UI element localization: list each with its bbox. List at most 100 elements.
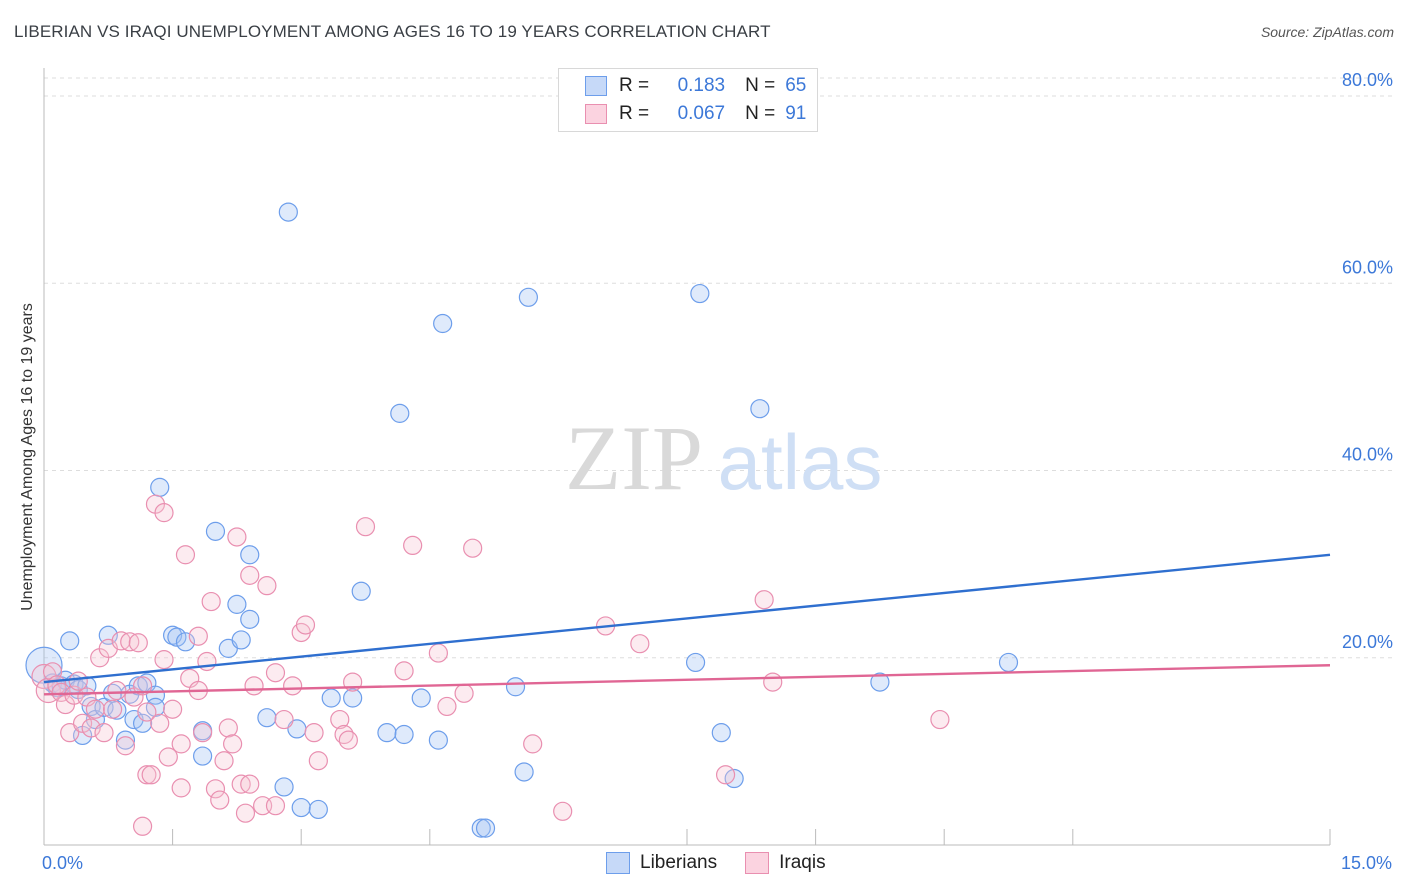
legend-item-iraqis[interactable]: Iraqis (745, 852, 826, 874)
data-point-iraqis (437, 696, 457, 717)
watermark-atlas: atlas (718, 418, 883, 506)
data-point-iraqis (35, 677, 61, 704)
series-legend: Liberians Iraqis (606, 852, 854, 874)
data-point-iraqis (158, 747, 178, 767)
series-liberians (25, 202, 1019, 838)
data-point-iraqis (132, 816, 153, 836)
data-point-iraqis (553, 801, 573, 821)
data-point-iraqis (308, 751, 328, 771)
data-point-iraqis (154, 503, 174, 523)
data-point-liberians (240, 609, 260, 629)
data-point-liberians (257, 708, 277, 728)
data-point-iraqis (201, 591, 221, 612)
data-point-iraqis (283, 676, 303, 696)
data-point-liberians (394, 724, 414, 745)
data-point-liberians (115, 730, 136, 750)
data-point-iraqis (715, 765, 736, 785)
data-point-iraqis (257, 576, 277, 596)
data-point-iraqis (197, 651, 217, 672)
data-point-iraqis (630, 634, 650, 654)
trend-lines (43, 553, 1331, 696)
legend-row-iraqis: R = 0.067 N = 91 (585, 101, 806, 127)
x-tick-label: 0.0% (42, 853, 83, 873)
data-point-iraqis (210, 790, 230, 810)
data-point-iraqis (154, 650, 174, 670)
data-point-iraqis (235, 803, 256, 823)
data-point-iraqis (454, 683, 474, 703)
data-point-iraqis (163, 699, 183, 719)
data-point-liberians (690, 283, 710, 304)
legend-n-label: N = (745, 75, 776, 96)
data-point-iraqis (150, 713, 170, 733)
data-point-iraqis (188, 626, 208, 646)
stats-legend: R = 0.183 N = 65 R = 0.067 N = 91 (558, 68, 818, 132)
data-point-iraqis (763, 672, 783, 692)
data-point-iraqis (930, 709, 950, 730)
data-point-iraqis (394, 661, 414, 681)
data-point-liberians (150, 477, 170, 497)
data-point-iraqis (295, 615, 316, 635)
data-point-liberians (433, 313, 453, 334)
legend-label-liberians: Liberians (640, 852, 718, 873)
data-point-iraqis (137, 702, 157, 722)
y-tick-label: 20.0% (1342, 632, 1393, 652)
data-point-liberians (278, 202, 298, 222)
data-point-iraqis (428, 643, 448, 663)
data-point-liberians (998, 652, 1019, 673)
data-point-liberians (505, 677, 526, 697)
legend-row-liberians: R = 0.183 N = 65 (585, 73, 806, 99)
data-point-iraqis (85, 699, 106, 719)
legend-n-value: 91 (785, 103, 807, 124)
data-point-iraqis (128, 633, 148, 653)
data-point-liberians (343, 688, 363, 708)
data-point-iraqis (137, 765, 157, 785)
data-point-liberians (205, 521, 226, 541)
data-point-iraqis (81, 718, 101, 738)
data-point-iraqis (265, 663, 286, 683)
data-point-liberians (390, 403, 410, 423)
data-point-iraqis (175, 545, 196, 565)
legend-label-iraqis: Iraqis (779, 852, 826, 873)
data-point-iraqis (218, 718, 238, 738)
data-point-liberians (518, 287, 538, 307)
data-point-iraqis (274, 709, 294, 730)
data-point-liberians (471, 818, 491, 838)
data-point-liberians (351, 581, 371, 601)
tick-labels: 20.0% 40.0% 60.0% 80.0% 0.0% 15.0% (42, 70, 1393, 873)
data-point-iraqis (403, 535, 423, 556)
data-point-liberians (227, 594, 247, 614)
chart-title: LIBERIAN VS IRAQI UNEMPLOYMENT AMONG AGE… (14, 22, 771, 41)
data-point-iraqis (205, 779, 226, 799)
data-point-liberians (750, 399, 770, 419)
legend-r-value: 0.183 (677, 75, 726, 96)
legend-r-label: R = (619, 75, 650, 96)
trend-line-liberians (43, 553, 1331, 684)
legend-swatch-pink (585, 104, 607, 124)
data-point-liberians (321, 688, 341, 708)
data-point-liberians (514, 762, 534, 782)
data-point-iraqis (171, 734, 191, 754)
source-label: Source: ZipAtlas.com (1260, 24, 1394, 40)
data-point-liberians (428, 730, 448, 750)
data-point-liberians (685, 652, 706, 673)
data-point-iraqis (132, 676, 153, 696)
data-point-iraqis (171, 778, 191, 798)
legend-item-liberians[interactable]: Liberians (606, 852, 717, 874)
data-point-liberians (193, 746, 213, 766)
y-tick-label: 60.0% (1342, 257, 1393, 277)
data-point-liberians (475, 818, 496, 838)
legend-r-label: R = (619, 103, 650, 124)
data-point-iraqis (240, 774, 260, 794)
data-point-iraqis (463, 538, 483, 558)
data-point-liberians (291, 797, 311, 818)
data-point-liberians (240, 545, 260, 565)
data-point-iraqis (193, 723, 213, 743)
legend-n-label: N = (745, 103, 776, 124)
data-point-liberians (60, 631, 80, 651)
data-point-iraqis (754, 590, 774, 610)
data-point-iraqis (265, 796, 286, 816)
data-point-iraqis (244, 676, 264, 696)
y-tick-label: 80.0% (1342, 70, 1393, 90)
data-point-liberians (132, 713, 153, 733)
data-point-liberians (231, 630, 251, 650)
